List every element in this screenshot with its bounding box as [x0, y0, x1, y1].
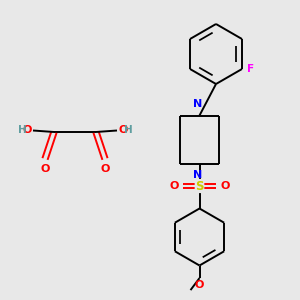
Text: H: H	[124, 125, 132, 135]
Text: O: O	[195, 280, 204, 290]
Text: H: H	[18, 125, 26, 135]
Text: O: O	[169, 181, 179, 191]
Text: O: O	[22, 125, 32, 135]
Text: O: O	[100, 164, 110, 174]
Text: O: O	[220, 181, 230, 191]
Text: F: F	[248, 64, 254, 74]
Text: N: N	[194, 99, 202, 109]
Text: O: O	[118, 125, 128, 135]
Text: O: O	[40, 164, 50, 174]
Text: N: N	[194, 170, 202, 180]
Text: S: S	[195, 179, 204, 193]
